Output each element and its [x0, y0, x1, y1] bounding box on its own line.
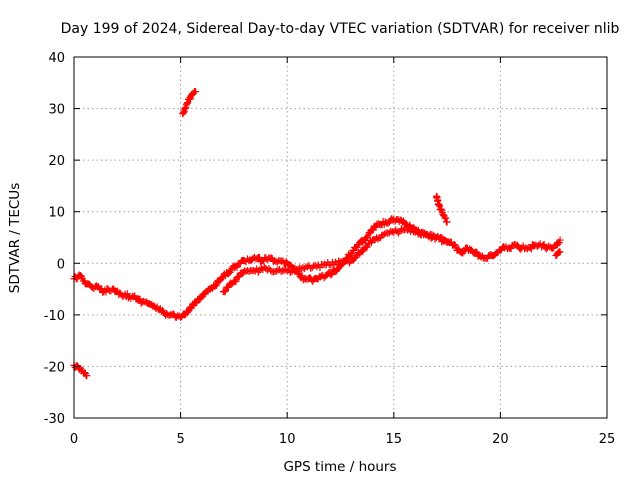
y-tick-label: -10 [44, 309, 65, 324]
data-point [266, 266, 274, 274]
data-points [70, 88, 564, 380]
x-tick-label: 20 [492, 432, 509, 447]
data-point [303, 263, 311, 271]
data-point [192, 88, 200, 96]
data-point [391, 226, 399, 234]
y-axis-label: SDTVAR / TECUs [7, 183, 23, 293]
data-point [313, 263, 321, 271]
data-point [283, 267, 291, 275]
x-tick-label: 5 [176, 432, 184, 447]
data-point [556, 248, 564, 256]
data-point [414, 230, 422, 238]
data-point [310, 262, 318, 270]
axis-ticks [73, 56, 608, 419]
data-point [197, 294, 205, 302]
y-tick-label: 20 [48, 154, 65, 169]
data-point [193, 298, 201, 306]
y-tick-label: -20 [44, 360, 65, 375]
y-tick-label: 30 [48, 103, 65, 118]
data-point [394, 229, 402, 237]
y-tick-label: 10 [48, 206, 65, 221]
data-point [245, 267, 253, 275]
y-tick-labels: -30 -20 -10 0 10 20 30 40 [44, 51, 65, 427]
data-point [442, 214, 450, 222]
data-point [183, 99, 191, 107]
grid [74, 57, 607, 418]
data-point [277, 268, 285, 276]
data-point [299, 264, 307, 272]
x-tick-label: 15 [386, 432, 403, 447]
data-point [183, 309, 191, 317]
x-axis-label: GPS time / hours [283, 459, 396, 475]
data-point [192, 299, 200, 307]
data-point [83, 372, 91, 380]
data-point [232, 277, 240, 285]
data-point [410, 228, 418, 236]
data-point [212, 281, 220, 289]
data-point [188, 304, 196, 312]
data-point [225, 283, 233, 291]
y-tick-label: 0 [57, 257, 65, 272]
plot-frame [73, 56, 608, 419]
data-point [363, 243, 371, 251]
x-tick-labels: 0 5 10 15 20 25 [70, 432, 615, 447]
data-point [527, 245, 535, 253]
x-tick-label: 25 [599, 432, 616, 447]
data-point [381, 230, 389, 238]
data-point [224, 270, 232, 278]
data-point [556, 236, 564, 244]
data-point [338, 258, 346, 266]
data-point [260, 263, 268, 271]
data-point [327, 271, 335, 279]
data-point [253, 265, 261, 273]
data-point [443, 239, 451, 247]
chart-title: Day 199 of 2024, Sidereal Day-to-day VTE… [61, 21, 620, 37]
data-point [231, 278, 239, 286]
data-point [235, 273, 243, 281]
data-point [233, 263, 241, 271]
data-point [443, 218, 451, 226]
data-point [211, 282, 219, 290]
y-tick-label: -30 [44, 412, 65, 427]
data-point [221, 287, 229, 295]
data-point [220, 288, 228, 296]
y-tick-label: 40 [48, 51, 65, 66]
x-tick-label: 10 [279, 432, 296, 447]
data-point [187, 95, 195, 103]
data-point [184, 99, 192, 107]
x-tick-label: 0 [70, 432, 78, 447]
